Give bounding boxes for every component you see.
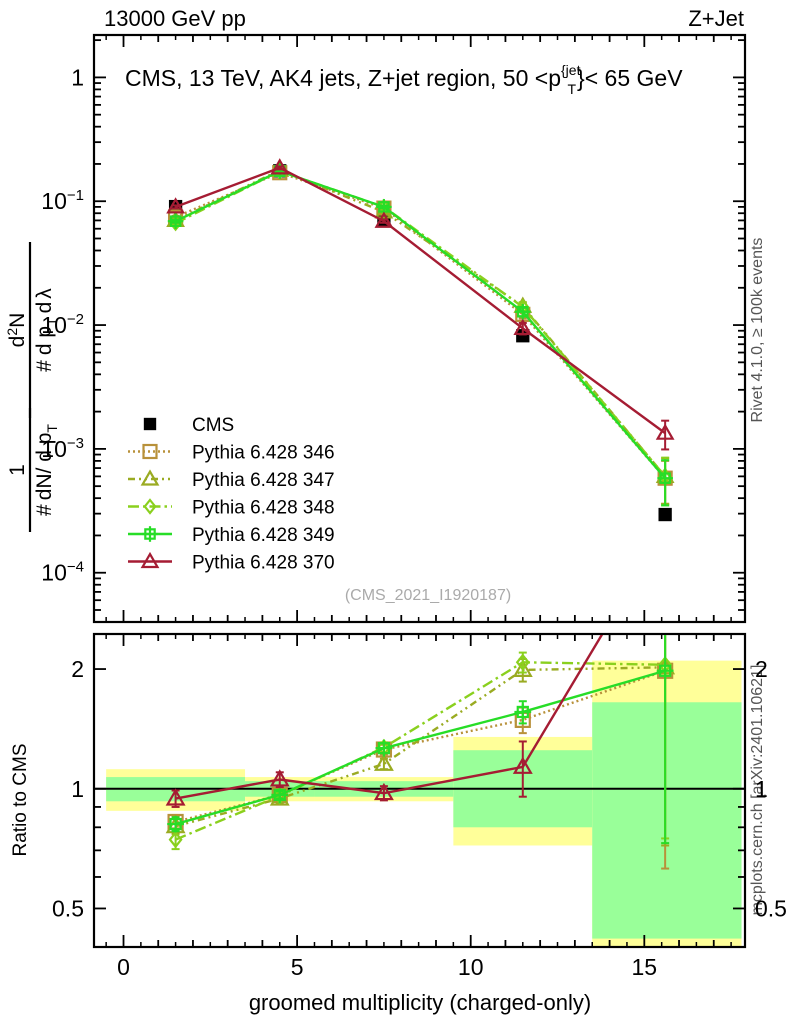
legend-item[interactable]: Pythia 6.428 346 bbox=[128, 443, 335, 464]
x-tick-label: 10 bbox=[458, 954, 484, 980]
main-panel-title: CMS, 13 TeV, AK4 jets, Z+jet region, 50 … bbox=[125, 62, 683, 97]
y-tick-label-right: 2 bbox=[755, 656, 768, 682]
marker-square-filled bbox=[516, 329, 530, 343]
legend-item[interactable]: Pythia 6.428 349 bbox=[128, 525, 335, 546]
legend-item[interactable]: Pythia 6.428 348 bbox=[128, 498, 335, 519]
y-tick-label: 2 bbox=[71, 656, 84, 682]
y-tick-label: 10−2 bbox=[41, 311, 84, 338]
ylabel-prefix-numerator: 1 bbox=[6, 464, 29, 476]
marker-triangle bbox=[655, 423, 675, 440]
header-left: 13000 GeV pp bbox=[104, 6, 246, 31]
marker-triangle bbox=[140, 469, 160, 486]
marker-triangle bbox=[373, 753, 394, 771]
marker-triangle bbox=[373, 782, 394, 801]
ylabel-denominator: #d pTdλ bbox=[33, 288, 60, 372]
legend-label: Pythia 6.428 346 bbox=[192, 443, 335, 464]
ratio-panel: 2 2 1 1 0.5 0.5 0 5 10 15 bbox=[52, 632, 786, 980]
legend-label: Pythia 6.428 348 bbox=[192, 498, 335, 519]
header-right: Z+Jet bbox=[688, 6, 744, 31]
ratio-series-layer bbox=[165, 635, 676, 870]
marker-diamond bbox=[143, 498, 157, 515]
legend: CMS Pythia 6.428 346 Pythia 6.428 347 Pythi… bbox=[128, 415, 335, 574]
marker-diamond bbox=[515, 653, 530, 672]
marker-cross-box bbox=[657, 470, 673, 486]
marker-triangle bbox=[165, 788, 186, 806]
y-tick-label: 1 bbox=[71, 776, 84, 802]
marker-triangle bbox=[374, 211, 394, 228]
x-axis-title: groomed multiplicity (charged-only) bbox=[249, 990, 591, 1015]
marker-square-filled bbox=[143, 417, 157, 431]
marker-triangle bbox=[512, 659, 533, 677]
marker-square bbox=[142, 443, 158, 460]
marker-triangle bbox=[140, 551, 160, 569]
main-panel: 1 10−1 10−2 10−3 10−4 bbox=[41, 33, 747, 624]
y-tick-label: 1 bbox=[71, 64, 84, 90]
legend-item[interactable]: Pythia 6.428 347 bbox=[128, 469, 335, 491]
rivet-version-label: Rivet 4.1.0, ≥ 100k events bbox=[749, 238, 766, 423]
mcplots-source-label: mcplots.cern.ch [arXiv:2401.10621] bbox=[749, 665, 766, 916]
y-tick-label: 10−3 bbox=[41, 435, 84, 462]
marker-triangle bbox=[269, 769, 290, 787]
x-tick-label: 15 bbox=[632, 954, 658, 980]
marker-cross-box bbox=[656, 662, 674, 680]
band-inner bbox=[592, 702, 742, 939]
marker-triangle bbox=[512, 756, 533, 774]
marker-square-filled bbox=[658, 507, 672, 522]
marker-cross-box bbox=[167, 815, 184, 833]
marker-triangle bbox=[270, 158, 290, 175]
y-tick-label-right: 1 bbox=[755, 776, 768, 802]
main-series-layer bbox=[166, 158, 675, 522]
legend-item[interactable]: Pythia 6.428 370 bbox=[128, 551, 335, 574]
marker-triangle bbox=[166, 197, 185, 214]
panel-frame bbox=[92, 632, 747, 949]
marker-cross-box bbox=[375, 739, 393, 757]
legend-label: CMS bbox=[192, 415, 234, 436]
marker-diamond bbox=[168, 830, 183, 849]
y-tick-label: 0.5 bbox=[52, 895, 84, 921]
marker-cross-box bbox=[514, 303, 531, 320]
y-tick-label: 10−1 bbox=[41, 187, 84, 214]
main-ylabel: d2N #d pTdλ 1 #dN/ d pT bbox=[4, 242, 60, 532]
marker-cross-box bbox=[514, 703, 532, 721]
x-tick-label: 5 bbox=[291, 954, 304, 980]
ratio-ylabel: Ratio to CMS bbox=[10, 744, 31, 857]
y-tick-label: 10−4 bbox=[41, 559, 84, 586]
ratio-series-line bbox=[175, 666, 666, 828]
ratio-series-line bbox=[175, 661, 666, 841]
panel-frame bbox=[92, 33, 747, 624]
legend-label: Pythia 6.428 349 bbox=[192, 525, 335, 546]
analysis-watermark: (CMS_2021_I1920187) bbox=[345, 587, 511, 604]
legend-label: Pythia 6.428 370 bbox=[192, 553, 335, 574]
main-title-text: CMS, 13 TeV, AK4 jets, Z+jet region, 50 … bbox=[125, 62, 683, 97]
y-tick-label-right: 0.5 bbox=[755, 895, 786, 921]
legend-item[interactable]: CMS bbox=[143, 415, 234, 436]
legend-label: Pythia 6.428 347 bbox=[192, 470, 335, 491]
x-tick-label: 0 bbox=[117, 954, 130, 980]
marker-cross-box bbox=[142, 526, 158, 542]
marker-triangle bbox=[513, 318, 533, 336]
marker-cross-box bbox=[167, 213, 184, 229]
marker-cross-box bbox=[271, 786, 289, 804]
ylabel-prefix-denominator: #dN/ d pT bbox=[33, 424, 60, 516]
ylabel-numerator: d2N bbox=[4, 313, 29, 348]
